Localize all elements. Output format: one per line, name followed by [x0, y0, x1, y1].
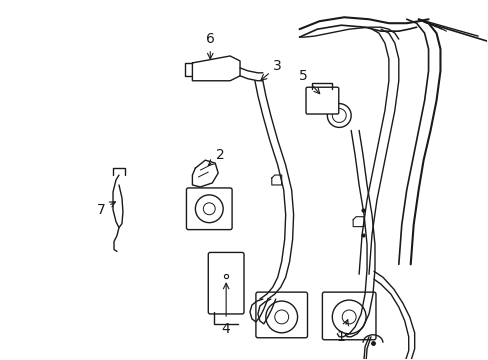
Text: 5: 5	[299, 69, 319, 94]
Circle shape	[203, 203, 215, 215]
Text: 4: 4	[222, 283, 230, 336]
Circle shape	[265, 301, 297, 333]
Text: 3: 3	[261, 59, 282, 80]
FancyBboxPatch shape	[322, 292, 375, 340]
Circle shape	[332, 300, 366, 334]
Text: 7: 7	[97, 202, 115, 217]
Text: 2: 2	[208, 148, 224, 166]
Circle shape	[274, 310, 288, 324]
FancyBboxPatch shape	[186, 188, 232, 230]
FancyBboxPatch shape	[305, 87, 338, 114]
Text: 6: 6	[205, 32, 214, 59]
Text: 1: 1	[336, 320, 347, 344]
FancyBboxPatch shape	[208, 252, 244, 314]
Circle shape	[342, 310, 355, 324]
FancyBboxPatch shape	[255, 292, 307, 338]
Circle shape	[195, 195, 223, 223]
